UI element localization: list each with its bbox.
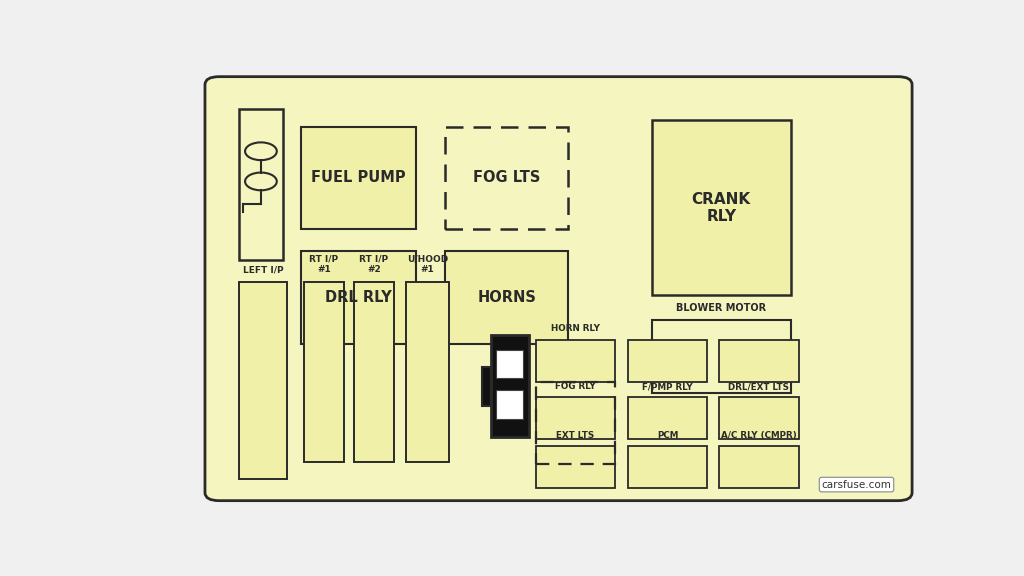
Bar	[240, 282, 287, 479]
Bar	[719, 446, 799, 488]
Text: HORNS: HORNS	[477, 290, 537, 305]
Bar	[628, 340, 708, 382]
Text: CRANK
RLY: CRANK RLY	[691, 192, 751, 224]
Bar	[628, 397, 708, 439]
Bar	[496, 391, 523, 419]
Bar	[445, 251, 568, 344]
Bar	[628, 446, 708, 488]
FancyBboxPatch shape	[205, 77, 912, 501]
Text: EXT LTS: EXT LTS	[556, 431, 595, 440]
Bar	[301, 127, 416, 229]
Bar	[490, 335, 528, 437]
Text: FOG RLY: FOG RLY	[555, 382, 596, 391]
Bar	[482, 367, 490, 406]
Text: RT I/P
#2: RT I/P #2	[359, 255, 388, 274]
Text: BLOWER MOTOR: BLOWER MOTOR	[676, 302, 766, 313]
Text: A/C RLY (CMPR): A/C RLY (CMPR)	[721, 431, 797, 440]
Bar	[301, 251, 416, 344]
Bar	[719, 340, 799, 382]
Bar	[536, 340, 615, 382]
Bar	[536, 446, 615, 488]
Bar	[652, 120, 791, 295]
Text: carsfuse.com: carsfuse.com	[821, 480, 892, 490]
Text: HORN RLY: HORN RLY	[551, 324, 600, 334]
Bar	[304, 282, 344, 461]
Text: FOG LTS: FOG LTS	[473, 170, 541, 185]
Bar	[719, 397, 799, 439]
Text: PCM: PCM	[657, 431, 678, 440]
Bar	[445, 127, 568, 229]
Text: U/HOOD
#1: U/HOOD #1	[407, 255, 449, 274]
Bar	[652, 320, 791, 393]
Text: F/PMP RLY: F/PMP RLY	[642, 382, 693, 391]
Bar	[406, 282, 450, 461]
Text: LEFT I/P: LEFT I/P	[243, 265, 284, 274]
Text: DRL RLY: DRL RLY	[326, 290, 392, 305]
Text: RT I/P
#1: RT I/P #1	[309, 255, 339, 274]
Bar	[536, 397, 615, 439]
Bar	[536, 382, 615, 464]
Bar	[496, 350, 523, 378]
Bar	[354, 282, 394, 461]
Text: FUEL PUMP: FUEL PUMP	[311, 170, 406, 185]
Text: DRL/EXT LTS: DRL/EXT LTS	[728, 382, 790, 391]
Bar	[240, 109, 283, 260]
